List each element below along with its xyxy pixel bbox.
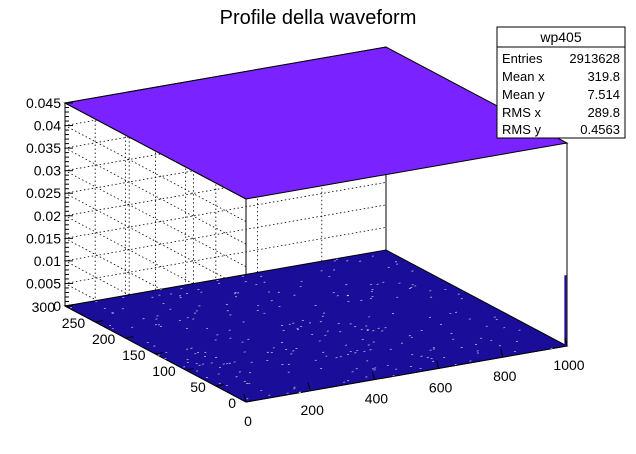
y-tick <box>95 320 104 323</box>
z-axis-ticks: 0 0.005 0.01 0.015 0.02 0.025 0.03 0.035 0.04 0.0… <box>26 95 73 314</box>
x-tick-label: 200 <box>301 402 325 418</box>
x-tick <box>564 337 568 347</box>
y-tick <box>215 384 224 387</box>
stats-value-mean-y: 7.514 <box>587 87 620 102</box>
z-tick-label: 0.015 <box>26 230 61 246</box>
stats-box-title: wp405 <box>539 29 581 45</box>
z-tick-label: 0.025 <box>26 185 61 201</box>
x-tick-label: 400 <box>365 391 389 407</box>
x-tick <box>243 393 247 403</box>
x-axis-ticks: 0 200 400 600 800 1000 <box>243 337 585 429</box>
y-tick <box>125 336 134 339</box>
stats-value-entries: 2913628 <box>569 51 620 66</box>
stats-label-rms-y: RMS y <box>502 122 542 137</box>
z-tick-label: 0 <box>53 298 61 314</box>
stats-label-mean-y: Mean y <box>502 87 545 102</box>
y-tick-label: 300 <box>32 299 56 315</box>
z-tick-label: 0.005 <box>26 275 61 291</box>
y-tick-label: 100 <box>152 363 176 379</box>
stats-value-rms-y: 0.4563 <box>580 122 620 137</box>
x-tick <box>371 371 375 380</box>
x-tick-label: 0 <box>244 413 252 429</box>
z-tick-label: 0.04 <box>34 118 61 134</box>
x-tick <box>500 349 504 358</box>
stats-box: wp405 Entries 2913628 Mean x 319.8 Mean … <box>496 26 626 139</box>
x-tick <box>436 360 440 369</box>
z-tick-label: 0.03 <box>34 163 61 179</box>
x-tick-label: 1000 <box>553 357 584 373</box>
stats-value-mean-x: 319.8 <box>587 69 620 84</box>
y-tick-label: 250 <box>62 315 86 331</box>
y-tick-label: 200 <box>92 331 116 347</box>
floor-surface-face <box>63 249 569 403</box>
floor-surface <box>63 249 569 403</box>
y-tick-label: 0 <box>228 395 236 411</box>
z-tick-label: 0.035 <box>26 140 61 156</box>
z-tick-label: 0.02 <box>34 208 61 224</box>
z-tick-label: 0.045 <box>26 95 61 111</box>
y-tick <box>155 352 164 355</box>
x-tick-label: 800 <box>493 368 517 384</box>
y-axis-ticks: 0 50 100 150 200 250 300 <box>32 299 255 411</box>
stats-label-rms-x: RMS x <box>502 105 542 120</box>
y-tick <box>64 304 74 307</box>
y-tick <box>185 368 194 371</box>
stats-value-rms-x: 289.8 <box>587 105 620 120</box>
top-surface <box>63 46 569 200</box>
x-tick <box>307 382 311 391</box>
stats-label-mean-x: Mean x <box>502 69 545 84</box>
y-tick <box>245 400 255 403</box>
y-tick-label: 50 <box>190 379 206 395</box>
x-tick-label: 600 <box>429 379 453 395</box>
top-surface-face <box>63 46 569 200</box>
stats-box-frame <box>496 26 626 139</box>
z-tick-label: 0.01 <box>34 253 61 269</box>
stats-label-entries: Entries <box>502 51 543 66</box>
chart-title: Profile della waveform <box>220 7 417 29</box>
y-tick-label: 150 <box>122 347 146 363</box>
